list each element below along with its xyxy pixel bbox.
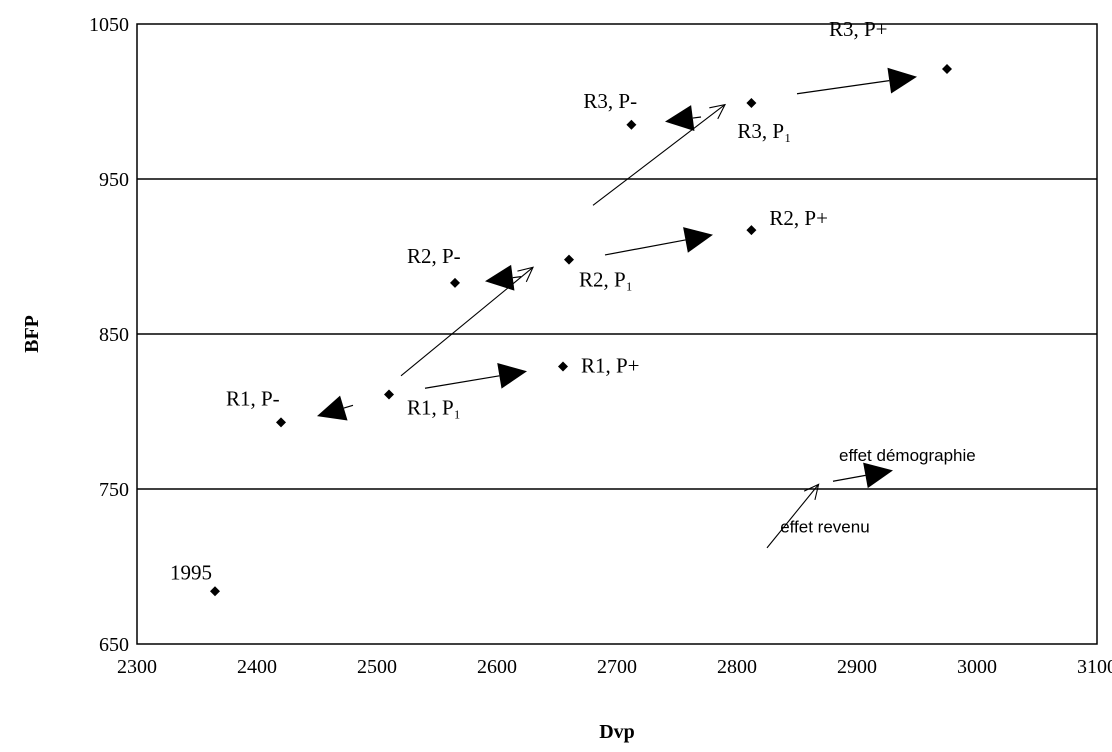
arrow-r1-p-minus-shaft <box>343 404 354 409</box>
arrow-r1-p-minus-head <box>317 395 348 421</box>
legend-arrow-demography-shaft <box>832 474 866 482</box>
x-tick-label: 2700 <box>597 656 637 678</box>
data-point <box>942 63 952 74</box>
legend-arrow-revenue-head <box>803 483 820 501</box>
arrow-r1-to-r2-head <box>517 266 534 283</box>
arrow-r3-p-plus-shaft <box>796 80 890 95</box>
x-tick-label: 2600 <box>477 656 517 678</box>
y-tick-label: 750 <box>99 479 129 501</box>
arrow-r2-p-plus-shaft <box>604 239 686 256</box>
data-point <box>746 225 757 236</box>
x-axis-ticks: 2300 2400 2500 2600 2700 2800 2900 3000 3100 <box>117 656 1112 678</box>
point-label: 1995 <box>170 560 212 584</box>
annotations: effet démographie effet revenu <box>780 446 976 536</box>
data-points <box>210 63 952 597</box>
point-label: R2, P₁ <box>579 268 633 292</box>
x-tick-label: 2900 <box>837 656 877 678</box>
y-tick-label: 1050 <box>89 14 129 36</box>
x-axis-title: Dvp <box>599 721 635 743</box>
arrow-r2-p-minus-head <box>485 264 515 291</box>
data-point <box>384 389 394 400</box>
arrow-r3-p-minus-shaft <box>692 116 702 119</box>
y-tick-label: 850 <box>99 324 129 346</box>
y-tick-label: 950 <box>99 169 129 191</box>
x-tick-label: 3100 <box>1077 656 1112 678</box>
point-label: R3, P₁ <box>737 119 791 143</box>
x-tick-label: 2800 <box>717 656 757 678</box>
data-point <box>626 119 637 130</box>
arrow-r1-p-plus-head <box>497 362 527 389</box>
data-point <box>564 254 574 265</box>
legend-arrow-revenue-shaft <box>766 484 820 549</box>
data-point <box>210 586 220 597</box>
data-point <box>276 417 286 428</box>
annotation-demographie: effet démographie <box>839 446 976 465</box>
point-label: R3, P- <box>583 89 637 113</box>
y-axis-ticks: 650 750 850 950 1050 <box>89 14 129 656</box>
data-point <box>558 361 568 372</box>
x-tick-label: 2300 <box>117 656 157 678</box>
point-label: R3, P+ <box>829 17 888 41</box>
point-label: R2, P+ <box>769 206 828 230</box>
arrow-r3-p-plus-head <box>887 67 917 94</box>
effect-arrows <box>317 67 917 549</box>
data-point <box>450 277 460 288</box>
point-label: R2, P- <box>407 244 461 268</box>
annotation-revenu: effet revenu <box>780 517 869 536</box>
point-label: R1, P+ <box>581 354 640 378</box>
arrow-r2-to-r3-shaft <box>592 104 726 206</box>
point-label: R1, P- <box>226 386 280 410</box>
arrow-r1-p-plus-shaft <box>424 375 500 389</box>
arrow-r3-p-minus-head <box>665 105 695 131</box>
y-axis-title: BFP <box>21 315 43 353</box>
y-tick-label: 650 <box>99 634 129 656</box>
x-tick-label: 2400 <box>237 656 277 678</box>
x-tick-label: 3000 <box>957 656 997 678</box>
arrow-r2-to-r3-head <box>709 103 727 120</box>
legend-arrow-demography-head <box>863 462 893 489</box>
grid-lines <box>137 178 1097 490</box>
arrow-r2-p-plus-head <box>683 227 713 253</box>
point-labels: 1995 R1, P- R1, P₁ R1, P+ R2, P- R2, P₁ R2, P+… <box>170 17 888 584</box>
point-label: R1, P₁ <box>407 395 461 419</box>
arrow-r2-p-minus-shaft <box>512 276 522 279</box>
plot-frame <box>136 23 1098 645</box>
data-point <box>746 98 757 109</box>
x-tick-label: 2500 <box>357 656 397 678</box>
